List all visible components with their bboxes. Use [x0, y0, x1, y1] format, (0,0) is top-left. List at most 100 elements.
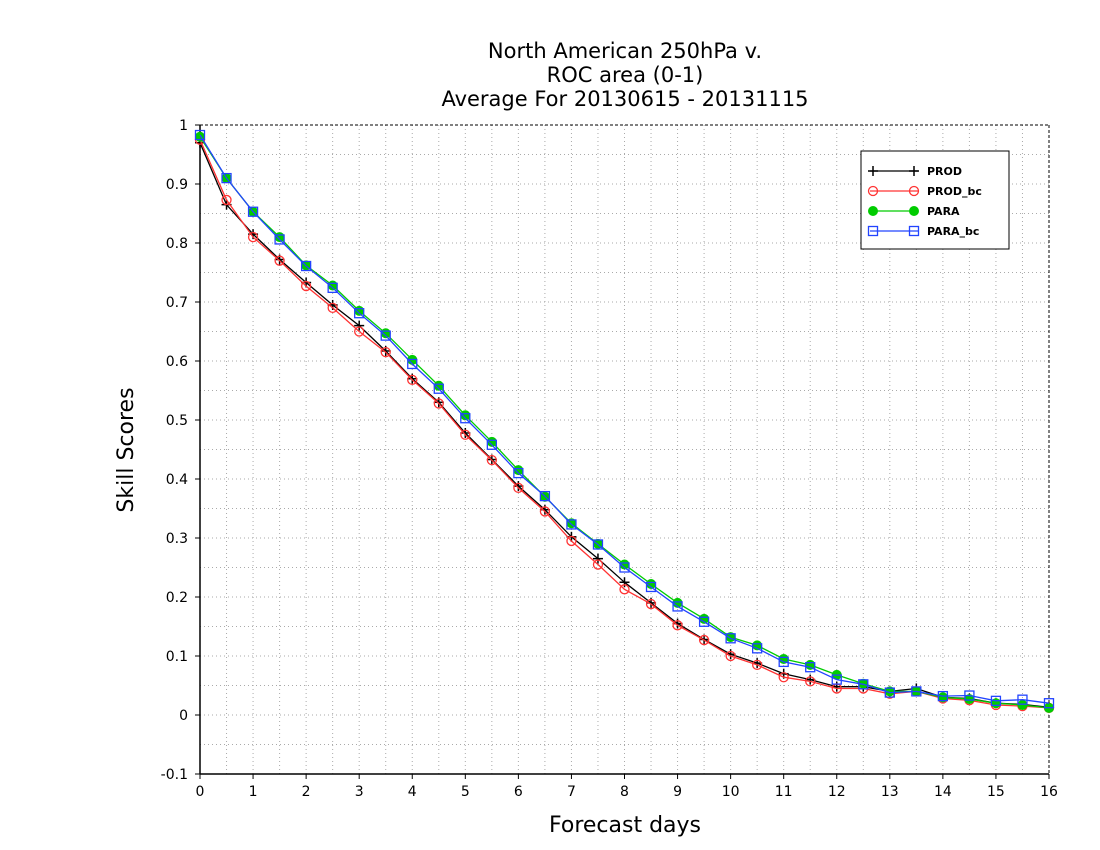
y-tick-label: 0.9 [166, 177, 188, 193]
data-point-para-bc [990, 695, 1002, 706]
data-point-para-bc [566, 519, 577, 530]
legend: PROD PROD_bc PARA PARA_bc [860, 150, 1010, 250]
y-tick-label: 0.2 [166, 590, 188, 606]
data-point-para-bc [274, 234, 285, 245]
data-point-para-bc [539, 490, 551, 502]
data-point-para-bc [247, 206, 259, 217]
legend-label-prod: PROD [927, 165, 962, 178]
series-para-bc [194, 129, 1055, 709]
legend-item-para: PARA [868, 205, 960, 218]
data-point-para-bc [433, 383, 444, 394]
data-point-para-bc [407, 358, 418, 370]
legend-box [860, 150, 1010, 250]
data-point-para-bc [778, 656, 789, 668]
data-point-prod-bc [327, 302, 338, 314]
data-point-prod-bc [300, 280, 312, 292]
data-point-prod-bc [221, 194, 232, 206]
data-point-para-bc [194, 129, 206, 141]
data-point-para-bc [300, 260, 312, 272]
grid [200, 125, 1049, 774]
chart-title: North American 250hPa v. ROC area (0-1) … [441, 39, 808, 111]
y-tick-label: 0.7 [166, 295, 188, 311]
data-point-para-bc [221, 172, 232, 184]
data-point-prod-bc [752, 659, 763, 670]
data-point-para-bc [911, 686, 922, 697]
data-point-prod-bc [592, 559, 604, 570]
data-point-prod-bc [407, 374, 418, 386]
data-point-para-bc [380, 330, 391, 341]
x-tick-label: 13 [881, 784, 899, 800]
y-tick-label: 0.5 [166, 413, 188, 429]
data-point-prod [354, 320, 365, 331]
y-tick-label: 0 [179, 708, 188, 724]
data-point-prod-bc [778, 672, 789, 683]
x-tick-label: 2 [302, 784, 311, 800]
data-point-para-bc [752, 643, 763, 654]
x-tick-label: 16 [1040, 784, 1058, 800]
data-point-prod-bc [566, 535, 577, 547]
y-tick-label: 0.8 [166, 236, 188, 252]
data-point-para-bc [513, 467, 524, 479]
legend-marker-para [868, 206, 878, 216]
y-tick-label: 0.4 [166, 472, 188, 488]
data-point-para-bc [1017, 694, 1028, 705]
data-point-prod [592, 553, 603, 564]
series-layer [194, 129, 1055, 714]
data-point-para-bc [619, 562, 630, 573]
x-tick-label: 8 [620, 784, 629, 800]
legend-label-para: PARA [927, 205, 960, 218]
legend-marker-para-bc [867, 225, 879, 237]
y-tick-label: 0.1 [166, 649, 188, 665]
data-point-para-bc [937, 690, 949, 702]
data-point-prod-bc [460, 429, 471, 440]
x-tick-label: 4 [408, 784, 417, 800]
legend-marker-prod [868, 166, 878, 176]
data-point-para-bc [725, 633, 736, 644]
x-tick-label: 3 [355, 784, 364, 800]
data-point-para-bc [672, 601, 683, 612]
y-tick-label: 0.3 [166, 531, 188, 547]
data-point-prod-bc [380, 346, 391, 358]
x-tick-label: 1 [249, 784, 258, 800]
legend-marker-prod-bc [908, 185, 920, 197]
data-point-prod-bc [672, 620, 683, 631]
x-tick-label: 7 [567, 784, 576, 800]
chart-title-line-1: North American 250hPa v. [488, 39, 762, 63]
data-point-prod-bc [725, 650, 736, 662]
data-point-para-bc [805, 662, 816, 673]
data-point-prod-bc [486, 454, 497, 466]
y-axis-label: Skill Scores [114, 387, 139, 512]
x-axis-label: Forecast days [549, 813, 701, 838]
y-tick-label: 1 [179, 118, 188, 134]
data-point-prod-bc [805, 676, 816, 687]
data-point-prod-bc [645, 598, 657, 610]
data-point-prod-bc [433, 398, 444, 409]
data-point-prod-bc [539, 506, 551, 517]
legend-item-prod: PROD [868, 165, 962, 178]
x-tick-label: 12 [828, 784, 846, 800]
legend-marker-prod [909, 166, 919, 176]
series-line-para-bc [199, 134, 1050, 704]
chart-title-line-2: ROC area (0-1) [547, 63, 704, 87]
x-tick-label: 14 [934, 784, 952, 800]
data-point-prod [619, 577, 630, 588]
data-point-para-bc [327, 282, 338, 293]
legend-marker-para-bc [908, 225, 920, 237]
y-tick-label: 0.6 [166, 354, 188, 370]
data-point-prod-bc [698, 634, 710, 646]
data-point-para-bc [1043, 698, 1055, 709]
data-point-para-bc [645, 581, 657, 593]
data-point-para-bc [884, 687, 895, 698]
data-point-para-bc [858, 679, 869, 690]
axes: 0 1 2 3 4 5 6 7 8 9 10 11 12 13 14 15 16-0.100.10.20.30.… [161, 118, 1058, 800]
legend-item-prod-bc: PROD_bc [867, 185, 982, 198]
x-tick-label: 10 [722, 784, 740, 800]
data-point-para-bc [964, 690, 975, 701]
data-point-para-bc [354, 308, 365, 319]
data-point-para-bc [460, 413, 471, 424]
data-point-prod-bc [619, 584, 630, 595]
data-point-prod-bc [513, 482, 524, 494]
chart-title-line-3: Average For 20130615 - 20131115 [441, 87, 808, 111]
legend-marker-prod-bc [867, 185, 879, 197]
